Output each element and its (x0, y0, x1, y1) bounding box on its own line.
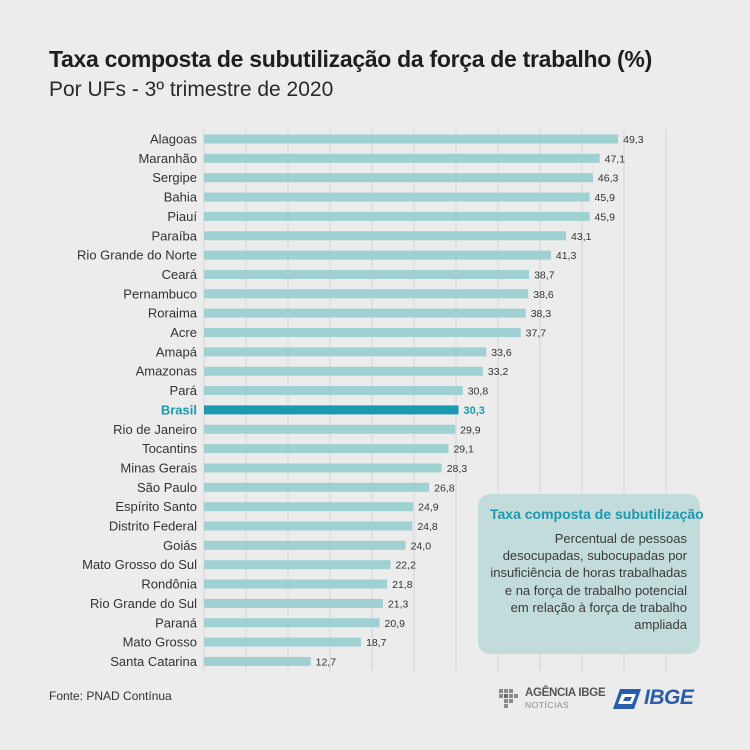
bar (204, 289, 529, 299)
category-label: Paraíba (151, 228, 197, 243)
bar (204, 134, 619, 144)
category-label: Piauí (167, 209, 197, 224)
bar (204, 308, 526, 318)
bar (204, 502, 414, 512)
bar (204, 444, 449, 454)
bar (204, 598, 383, 608)
value-label: 33,6 (491, 347, 512, 359)
bar (204, 540, 406, 550)
bars (204, 134, 619, 666)
value-label: 33,2 (488, 366, 509, 378)
definition-text: Percentual de pessoas desocupadas, suboc… (490, 531, 687, 633)
bar (204, 211, 590, 221)
category-label: Pará (170, 383, 198, 398)
value-label: 28,3 (447, 463, 468, 475)
category-label: Mato Grosso do Sul (82, 557, 197, 572)
chart-title: Taxa composta de subutilização da força … (49, 46, 652, 72)
value-label: 43,1 (571, 231, 592, 243)
agencia-ibge-icon (499, 689, 518, 708)
bar (204, 637, 362, 647)
category-label: Paraná (155, 615, 198, 630)
category-label: São Paulo (137, 480, 197, 495)
category-label: Rondônia (141, 577, 197, 592)
source-note: Fonte: PNAD Contínua (49, 689, 172, 703)
bar (204, 192, 590, 202)
category-label: Mato Grosso (123, 635, 197, 650)
category-label: Sergipe (152, 170, 197, 185)
bar-highlight (204, 405, 459, 415)
bar (204, 424, 456, 434)
ibge-emblem-icon (613, 689, 641, 709)
category-label: Brasil (161, 402, 197, 417)
bar (204, 250, 551, 260)
value-label: 21,3 (388, 598, 409, 610)
value-label: 37,7 (526, 328, 547, 340)
value-label: 24,9 (418, 502, 439, 514)
agencia-ibge-name: AGÊNCIA IBGE (525, 687, 606, 699)
category-label: Alagoas (150, 132, 197, 147)
value-label: 41,3 (556, 250, 577, 262)
value-label: 49,3 (623, 134, 644, 146)
agencia-ibge-logo: AGÊNCIA IBGE NOTÍCIAS (497, 685, 606, 713)
labels: Alagoas 49,3 Maranhão 47,1 Sergipe 46,3 Bahia 4… (77, 132, 644, 669)
category-label: Ceará (162, 267, 198, 282)
bar (204, 386, 463, 396)
value-label: 24,0 (411, 540, 432, 552)
value-label: 21,8 (392, 579, 413, 591)
value-label: 29,1 (453, 444, 474, 456)
value-label: 30,8 (468, 386, 489, 398)
value-label: 38,7 (534, 269, 555, 281)
category-label: Tocantins (142, 441, 197, 456)
category-label: Minas Gerais (120, 460, 197, 475)
bar (204, 231, 567, 241)
value-label: 47,1 (605, 153, 626, 165)
category-label: Goiás (163, 538, 197, 553)
bar (204, 656, 311, 666)
bar (204, 482, 430, 492)
value-label: 45,9 (595, 192, 616, 204)
value-label: 20,9 (385, 618, 406, 630)
bar (204, 560, 391, 570)
category-label: Acre (170, 325, 197, 340)
bar (204, 328, 521, 337)
category-label: Rio de Janeiro (113, 422, 197, 437)
definition-box: Taxa composta de subutilização Percentua… (478, 494, 704, 654)
value-label: 46,3 (598, 173, 619, 185)
bar (204, 269, 530, 279)
chart-subtitle: Por UFs - 3º trimestre de 2020 (49, 78, 334, 101)
bar (204, 463, 442, 473)
ibge-wordmark: IBGE (644, 686, 694, 709)
category-label: Maranhão (138, 151, 197, 166)
value-label: 18,7 (366, 637, 387, 649)
category-label: Roraima (148, 306, 198, 321)
category-label: Espírito Santo (115, 499, 197, 514)
bar (204, 618, 380, 628)
category-label: Bahia (164, 190, 198, 205)
category-label: Pernambuco (123, 286, 197, 301)
value-label: 38,3 (531, 308, 552, 320)
bar (204, 173, 593, 183)
value-label: 22,2 (395, 560, 416, 572)
value-label: 45,9 (595, 211, 616, 223)
bar (204, 347, 487, 357)
ibge-logo: IBGE (612, 686, 707, 712)
agencia-ibge-subtitle: NOTÍCIAS (525, 700, 570, 710)
category-label: Amapá (156, 344, 198, 359)
definition-title: Taxa composta de subutilização (490, 506, 704, 522)
bar (204, 579, 388, 589)
value-label: 26,8 (434, 482, 455, 494)
category-label: Rio Grande do Sul (90, 596, 197, 611)
category-label: Santa Catarina (110, 654, 197, 669)
value-label: 30,3 (464, 405, 485, 417)
value-label: 12,7 (316, 656, 337, 668)
category-label: Distrito Federal (109, 519, 197, 534)
bar (204, 366, 483, 376)
bar (204, 521, 413, 531)
category-label: Amazonas (136, 364, 198, 379)
bar (204, 153, 600, 163)
value-label: 24,8 (417, 521, 438, 533)
category-label: Rio Grande do Norte (77, 248, 197, 263)
value-label: 29,9 (460, 424, 481, 436)
value-label: 38,6 (533, 289, 554, 301)
